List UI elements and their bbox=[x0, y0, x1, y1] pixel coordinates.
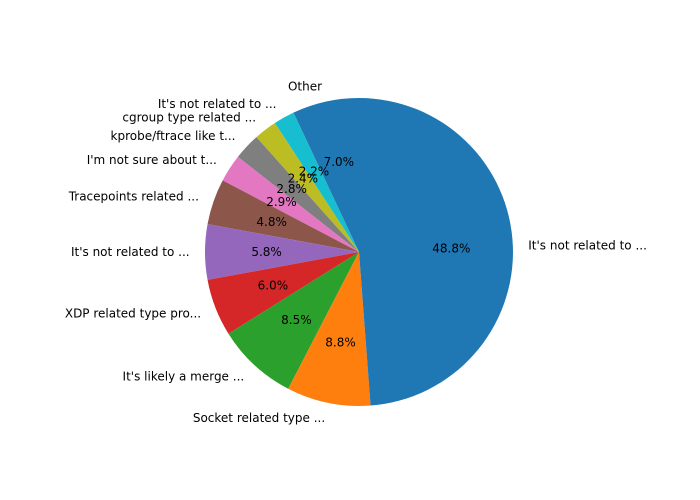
slice-label-5: Tracepoints related ... bbox=[68, 190, 199, 204]
pie-slice-5 bbox=[207, 180, 359, 252]
slice-label-0: Other bbox=[288, 80, 322, 94]
percent-label-1: 2.2% bbox=[299, 164, 330, 178]
pie-slice-10 bbox=[359, 98, 513, 406]
pie-slice-3 bbox=[237, 137, 359, 252]
pie-slices bbox=[204, 98, 513, 406]
percent-label-4: 2.9% bbox=[266, 195, 297, 209]
pie-slice-9 bbox=[288, 252, 371, 406]
pie-slice-0 bbox=[293, 98, 359, 252]
slice-label-1: It's not related to ... bbox=[158, 97, 277, 111]
percent-label-2: 2.4% bbox=[288, 172, 319, 186]
percent-label-6: 5.8% bbox=[251, 245, 282, 259]
slice-label-4: I'm not sure about t... bbox=[87, 153, 217, 167]
slice-label-9: Socket related type ... bbox=[193, 411, 325, 425]
pie-slice-7 bbox=[207, 252, 359, 334]
slice-label-6: It's not related to ... bbox=[71, 245, 190, 259]
percent-label-8: 8.5% bbox=[281, 313, 312, 327]
slice-label-2: cgroup type related ... bbox=[122, 111, 256, 125]
percent-label-10: 48.8% bbox=[432, 242, 470, 256]
percent-label-7: 6.0% bbox=[258, 278, 289, 292]
slice-label-7: XDP related type pro... bbox=[65, 306, 201, 320]
percent-label-9: 8.8% bbox=[325, 336, 356, 350]
percent-label-0: 7.0% bbox=[324, 155, 355, 169]
percent-label-5: 4.8% bbox=[256, 215, 287, 229]
pie-slice-4 bbox=[222, 156, 359, 252]
slice-label-3: kprobe/ftrace like t... bbox=[111, 129, 236, 143]
pie-slice-2 bbox=[256, 123, 359, 253]
percent-label-3: 2.8% bbox=[276, 182, 307, 196]
slice-label-8: It's likely a merge ... bbox=[123, 370, 245, 384]
pie-slice-8 bbox=[228, 252, 359, 389]
slice-label-10: It's not related to ... bbox=[528, 239, 647, 253]
pie-slice-1 bbox=[274, 112, 359, 252]
percent-labels: 7.0%2.2%2.4%2.8%2.9% 4.8% 5.8% 6.0% 8.5% 8.8%… bbox=[251, 155, 470, 350]
pie-slice-6 bbox=[204, 224, 359, 280]
